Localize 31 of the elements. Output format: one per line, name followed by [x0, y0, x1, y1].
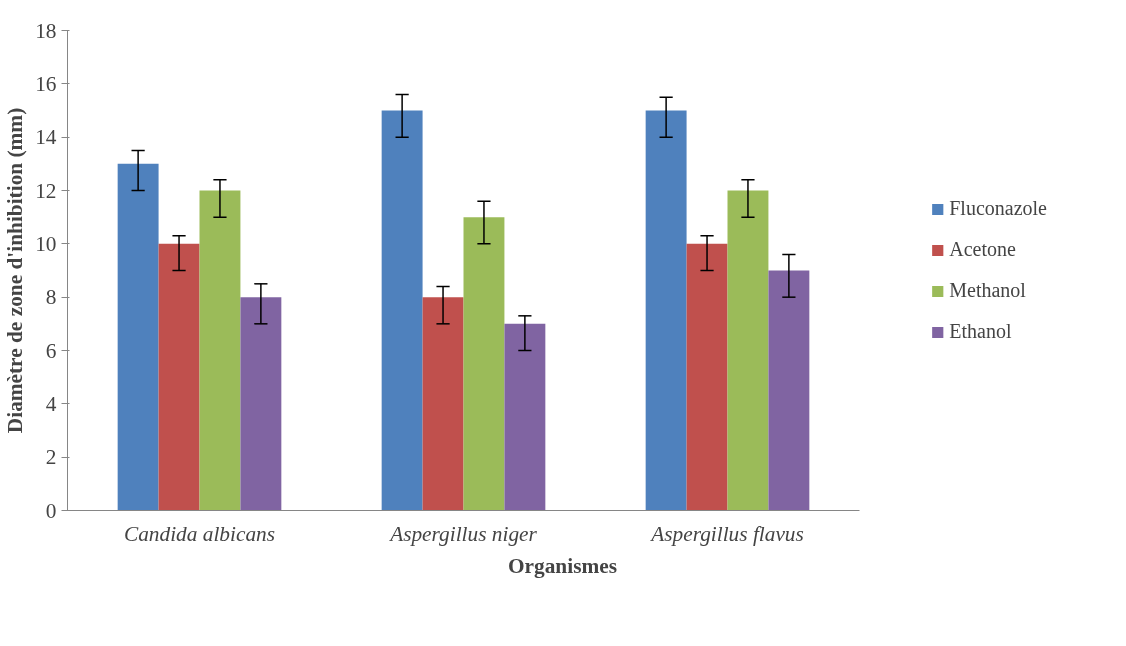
legend-label: Acetone [949, 238, 1016, 261]
y-tick-label: 2 [45, 445, 57, 470]
legend-label: Ethanol [949, 320, 1012, 343]
bar [645, 110, 687, 511]
y-tick-label: 8 [45, 285, 57, 310]
legend-label: Methanol [949, 279, 1026, 302]
bar [768, 270, 810, 511]
bar [686, 243, 728, 511]
y-tick-label: 10 [35, 231, 57, 256]
bar [727, 190, 769, 511]
bar [463, 217, 505, 511]
y-tick-label: 0 [45, 498, 57, 523]
y-tick-label: 12 [35, 178, 57, 203]
x-tick-label: Candida albicans [123, 521, 276, 546]
bar [504, 323, 546, 511]
bar [240, 297, 282, 511]
y-tick-label: 4 [45, 391, 57, 416]
y-axis-title: Diamètre de zone d'inhibition (mm) [3, 107, 28, 434]
bar [422, 297, 464, 511]
bar [381, 110, 423, 511]
x-axis-title: Organismes [508, 553, 618, 578]
x-tick-label: Aspergillus niger [388, 521, 538, 546]
y-tick-label: 6 [45, 338, 57, 363]
bar [199, 190, 241, 511]
y-tick-label: 16 [35, 71, 57, 96]
y-tick-label: 14 [35, 125, 57, 150]
y-tick-label: 18 [35, 18, 57, 43]
x-tick-label: Aspergillus flavus [649, 521, 804, 546]
bar [158, 243, 200, 511]
legend-label: Fluconazole [949, 197, 1047, 220]
bar [117, 163, 159, 511]
